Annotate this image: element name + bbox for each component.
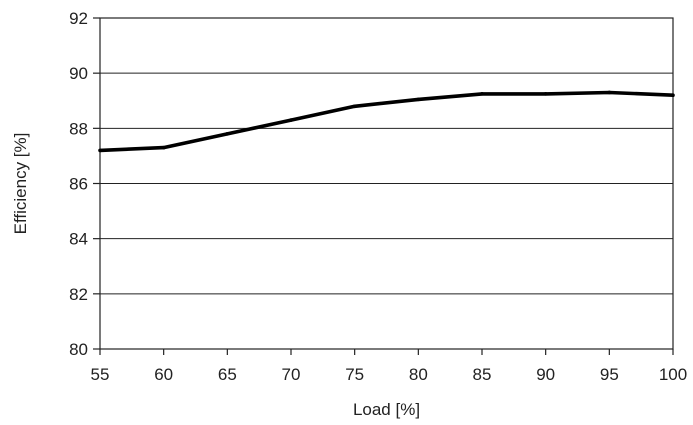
- x-tick-label: 85: [473, 365, 492, 384]
- y-tick-label: 88: [69, 119, 88, 138]
- x-tick-label: 75: [345, 365, 364, 384]
- y-tick-label: 80: [69, 340, 88, 359]
- data-point: [225, 132, 230, 136]
- x-tick-label: 90: [536, 365, 555, 384]
- data-point: [161, 145, 166, 150]
- x-tick-label: 100: [659, 365, 687, 384]
- data-point: [543, 92, 548, 96]
- plot-frame: [99, 17, 674, 350]
- x-tick-labels: 55 60 65 70 75 80 85 90 95 100: [91, 365, 688, 384]
- y-axis-title: Efficiency [%]: [11, 133, 30, 235]
- y-tick-label: 86: [69, 175, 88, 194]
- series-layer: [98, 90, 675, 153]
- x-tick-label: 80: [409, 365, 428, 384]
- y-tick-label: 84: [69, 230, 88, 249]
- x-axis-title: Load [%]: [353, 400, 420, 419]
- x-tick-label: 65: [218, 365, 237, 384]
- axis-ticks: [93, 17, 674, 355]
- data-point: [289, 118, 293, 122]
- data-point: [671, 93, 675, 98]
- y-tick-label: 90: [69, 64, 88, 83]
- x-tick-label: 60: [154, 365, 173, 384]
- data-point: [480, 92, 484, 96]
- x-tick-label: 70: [282, 365, 301, 384]
- data-point: [607, 90, 612, 95]
- gridlines: [100, 17, 673, 350]
- data-point: [98, 148, 102, 153]
- x-tick-label: 55: [91, 365, 110, 384]
- y-tick-label: 92: [69, 9, 88, 28]
- x-tick-label: 95: [600, 365, 619, 384]
- data-point: [416, 97, 421, 102]
- data-point: [352, 104, 357, 109]
- series-line-0: [99, 90, 674, 153]
- y-tick-label: 82: [69, 285, 88, 304]
- y-tick-labels: 80 82 84 86 88 90 92: [69, 9, 88, 359]
